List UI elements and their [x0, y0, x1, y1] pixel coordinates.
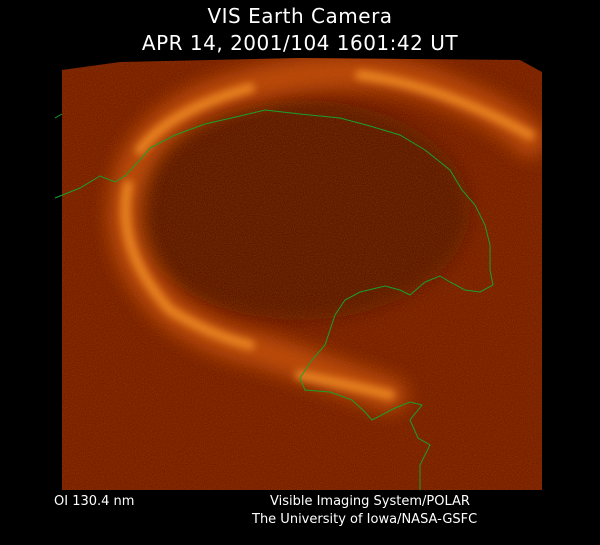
wavelength-label: OI 130.4 nm — [54, 494, 135, 509]
credit-line-2: The University of Iowa/NASA-GSFC — [252, 512, 478, 527]
image-title: VIS Earth Camera — [207, 4, 393, 28]
coastline — [54, 109, 494, 490]
credit-line-1: Visible Imaging System/POLAR — [270, 494, 470, 509]
image-timestamp: APR 14, 2001/104 1601:42 UT — [141, 31, 459, 55]
